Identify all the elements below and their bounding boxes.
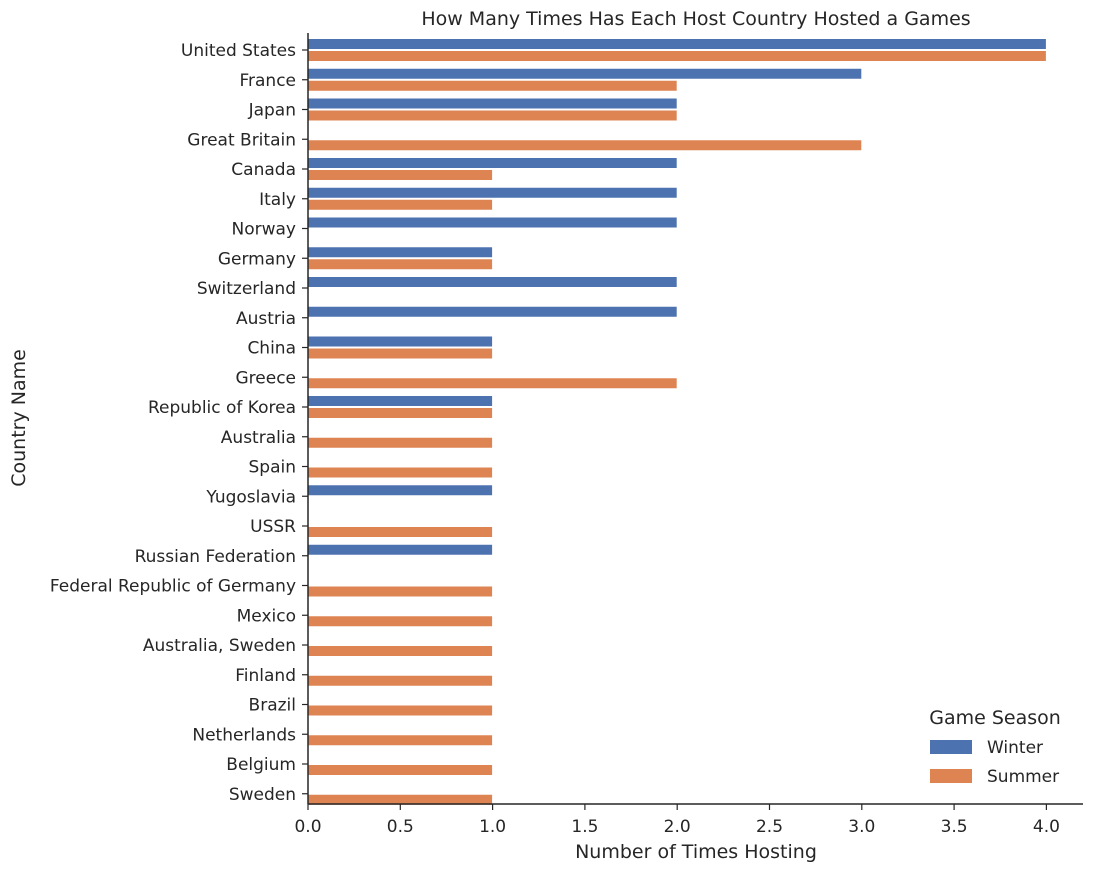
bar-summer-4 (307, 169, 494, 181)
y-tick-label: Austria (236, 309, 296, 329)
bar-winter-0 (307, 38, 1047, 50)
legend-swatch-winter (930, 740, 972, 754)
bar-summer-12 (307, 407, 494, 419)
x-tick-label: 3.5 (941, 817, 968, 837)
legend-label-summer: Summer (987, 767, 1059, 787)
y-tick-label: Mexico (237, 606, 296, 626)
bar-winter-5 (307, 186, 678, 199)
y-tick-label: Switzerland (197, 279, 296, 299)
y-tick-label: Russian Federation (135, 547, 296, 567)
y-tick-label: Great Britain (187, 130, 296, 150)
bar-summer-10 (307, 347, 494, 360)
bar-summer-1 (307, 79, 678, 92)
y-axis-label: Country Name (8, 349, 30, 487)
bar-winter-15 (307, 484, 494, 497)
x-tick-label: 3.0 (848, 817, 875, 837)
y-tick-label: Belgium (226, 755, 296, 775)
y-tick-label: Australia, Sweden (143, 636, 296, 656)
y-axis-ticks: United States France Japan Great Britain Can… (50, 41, 308, 805)
bar-summer-2 (307, 109, 678, 122)
y-tick-label: Canada (231, 160, 296, 180)
bar-summer-20 (307, 645, 494, 657)
bar-summer-23 (307, 734, 494, 747)
x-tick-label: 2.5 (756, 817, 783, 837)
y-tick-label: United States (181, 41, 296, 61)
bar-winter-4 (307, 157, 678, 169)
bar-summer-0 (307, 50, 1047, 62)
bar-winter-12 (307, 395, 494, 407)
bar-summer-14 (307, 466, 494, 479)
y-tick-label: Australia (221, 428, 296, 448)
y-tick-label: Germany (218, 249, 296, 269)
y-tick-label: Greece (235, 368, 296, 388)
bar-summer-18 (307, 585, 494, 598)
legend-title: Game Season (929, 707, 1061, 729)
bar-winter-8 (307, 276, 678, 288)
bar-winter-1 (307, 67, 863, 80)
bar-summer-3 (307, 139, 863, 152)
bar-winter-10 (307, 335, 494, 348)
legend-label-winter: Winter (987, 738, 1043, 758)
bar-summer-11 (307, 377, 678, 390)
y-tick-label: Republic of Korea (148, 398, 296, 418)
y-tick-label: Finland (235, 666, 296, 686)
x-tick-label: 4.0 (1033, 817, 1060, 837)
bar-winter-6 (307, 216, 678, 229)
x-axis-ticks: 0.0 0.5 1.0 1.5 2.0 2.5 3.0 3.5 4.0 (294, 804, 1060, 837)
y-tick-label: Netherlands (192, 725, 296, 745)
bar-summer-7 (307, 258, 494, 271)
chart-title: How Many Times Has Each Host Country Hos… (421, 8, 970, 30)
legend: Game Season Winter Summer (929, 707, 1061, 787)
x-tick-label: 0.0 (294, 817, 321, 837)
x-axis-label: Number of Times Hosting (575, 841, 817, 863)
bar-winter-17 (307, 543, 494, 556)
bar-summer-19 (307, 615, 494, 628)
y-tick-label: Yugoslavia (205, 487, 296, 507)
legend-swatch-summer (930, 769, 972, 783)
y-tick-label: Spain (249, 458, 297, 478)
bar-summer-16 (307, 526, 494, 538)
x-tick-label: 2.0 (664, 817, 691, 837)
bar-summer-5 (307, 198, 494, 211)
bar-winter-7 (307, 246, 494, 259)
y-tick-label: Italy (259, 190, 296, 210)
y-tick-label: Federal Republic of Germany (50, 577, 296, 597)
y-tick-label: USSR (250, 517, 296, 537)
bar-summer-21 (307, 674, 494, 687)
y-tick-label: Brazil (249, 696, 296, 716)
bar-winter-9 (307, 305, 678, 318)
bar-summer-13 (307, 436, 494, 449)
bar-summer-22 (307, 704, 494, 717)
x-tick-label: 1.5 (571, 817, 598, 837)
y-tick-label: Norway (232, 220, 297, 240)
y-tick-label: Japan (248, 101, 296, 121)
x-tick-label: 0.5 (387, 817, 414, 837)
y-tick-label: France (239, 71, 296, 91)
bar-winter-2 (307, 97, 678, 110)
x-tick-label: 1.0 (479, 817, 506, 837)
y-tick-label: Sweden (229, 785, 296, 805)
bar-summer-24 (307, 764, 494, 776)
y-tick-label: China (247, 339, 296, 359)
bars-group (307, 38, 1047, 806)
legend-items: Winter Summer (930, 738, 1059, 787)
